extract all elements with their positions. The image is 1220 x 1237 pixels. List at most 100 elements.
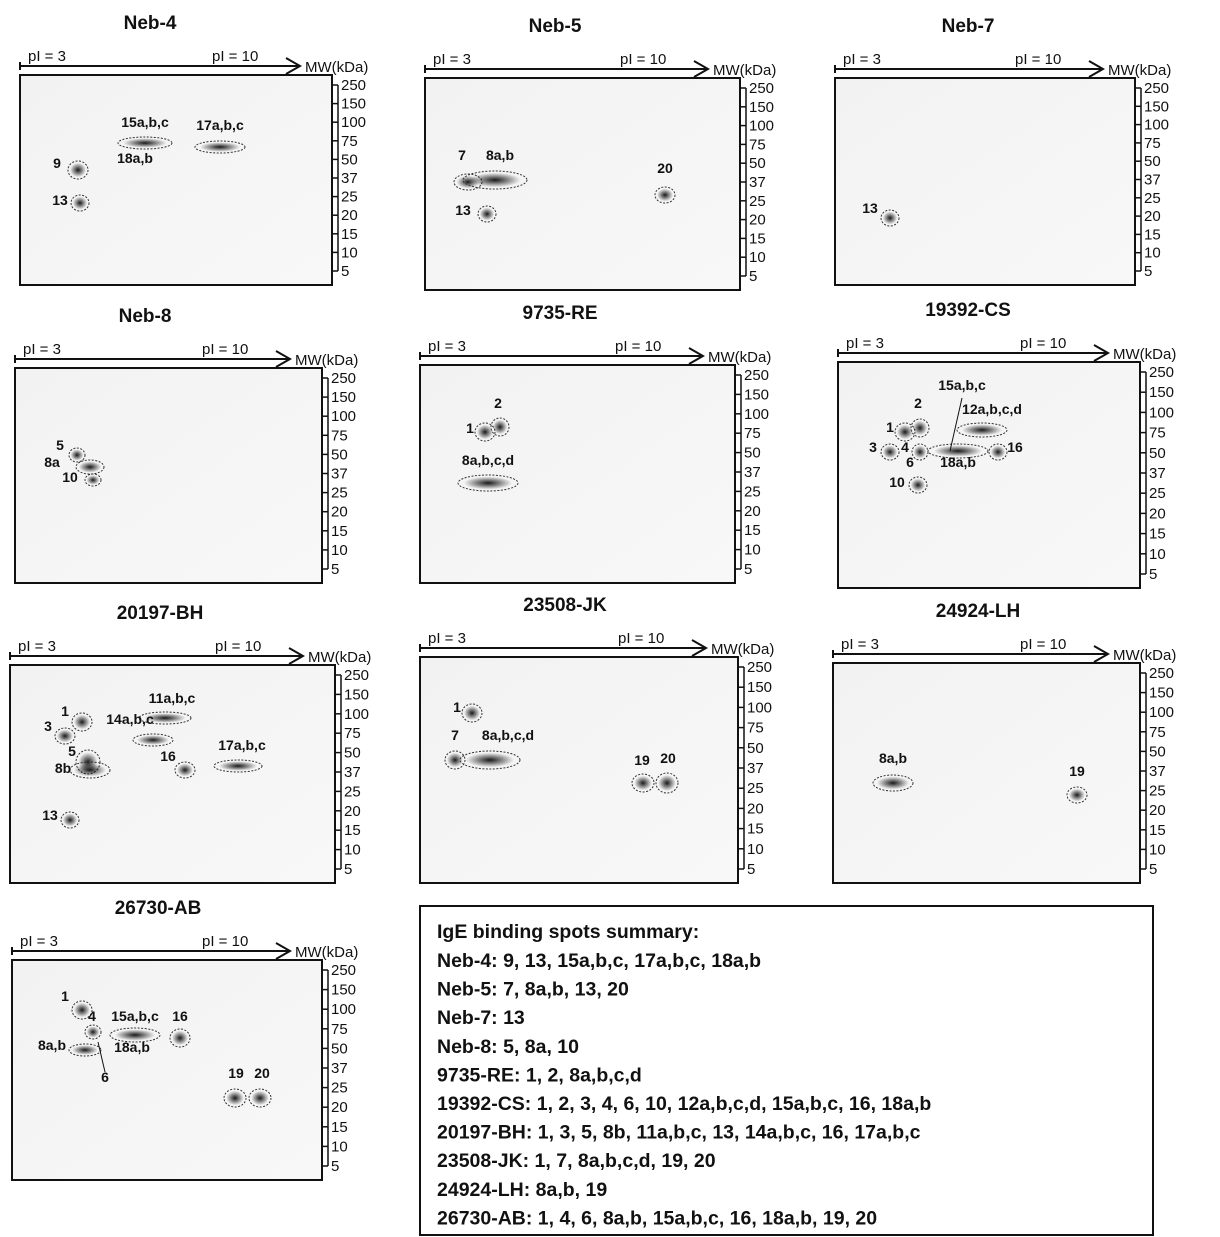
spot-blob (71, 449, 84, 460)
summary-line: Neb-7: 13 (437, 1007, 525, 1029)
spot-blob (883, 446, 897, 459)
spot-label: 19 (1069, 763, 1085, 779)
mw-tick-label: 150 (1149, 685, 1174, 702)
blot (420, 365, 735, 583)
mw-tick-label: 5 (1149, 566, 1157, 583)
summary-line: Neb-5: 7, 8a,b, 13, 20 (437, 979, 629, 1001)
blot (420, 657, 738, 883)
mw-label: MW(kDa) (295, 944, 358, 961)
mw-tick-label: 10 (1149, 841, 1166, 858)
mw-tick-label: 20 (749, 212, 766, 229)
mw-label: MW(kDa) (295, 352, 358, 369)
mw-tick-label: 10 (1144, 245, 1161, 262)
mw-tick-label: 15 (747, 821, 764, 838)
mw-tick-label: 20 (344, 803, 361, 820)
summary-line: 23508-JK: 1, 7, 8a,b,c,d, 19, 20 (437, 1150, 716, 1172)
mw-tick-label: 250 (331, 370, 356, 387)
mw-tick-label: 100 (1149, 404, 1174, 421)
mw-tick-label: 250 (344, 667, 369, 684)
spot-label: 13 (862, 200, 878, 216)
mw-tick-label: 37 (344, 764, 361, 781)
blot (838, 362, 1140, 588)
panel-title: 24924-LH (936, 601, 1021, 622)
mw-tick-label: 10 (744, 542, 761, 559)
spot-label: 5 (56, 437, 64, 453)
spot-label: 11a,b,c (149, 690, 196, 706)
spot-blob (991, 446, 1005, 459)
mw-tick-label: 150 (331, 389, 356, 406)
spot-label: 16 (1007, 439, 1023, 455)
mw-tick-label: 75 (331, 427, 348, 444)
spot-label: 8a,b (486, 147, 514, 163)
mw-tick-label: 250 (1144, 80, 1169, 97)
mw-tick-label: 5 (1149, 861, 1157, 878)
spot-label: 1 (886, 419, 894, 435)
mw-tick-label: 250 (1149, 665, 1174, 682)
panel-title: Neb-4 (124, 13, 177, 34)
mw-tick-label: 5 (1144, 263, 1152, 280)
spot-label: 2 (914, 395, 922, 411)
mw-tick-label: 100 (749, 118, 774, 135)
spot-label: 13 (42, 807, 58, 823)
mw-tick-label: 37 (331, 1060, 348, 1077)
mw-tick-label: 75 (1149, 724, 1166, 741)
mw-tick-label: 250 (341, 77, 366, 94)
summary-line: Neb-8: 5, 8a, 10 (437, 1036, 579, 1058)
mw-tick-label: 37 (1144, 172, 1161, 189)
mw-tick-label: 10 (344, 842, 361, 859)
pi-end: pI = 10 (202, 933, 248, 950)
mw-label: MW(kDa) (1113, 647, 1176, 664)
mw-tick-label: 250 (744, 367, 769, 384)
mw-tick-label: 15 (744, 522, 761, 539)
mw-tick-label: 37 (1149, 465, 1166, 482)
panel: Neb-4pI = 3pI = 10MW(kDa)250150100755037… (20, 13, 368, 285)
mw-tick-label: 50 (1149, 743, 1166, 760)
mw-tick-label: 20 (1149, 802, 1166, 819)
spot-blob (911, 479, 925, 492)
spot-label: 15a,b,c (111, 1008, 159, 1024)
blot (835, 78, 1135, 285)
spot-blob (200, 142, 240, 152)
panel-title: 9735-RE (523, 303, 598, 324)
panel-title: 23508-JK (523, 595, 607, 616)
spot-label: 7 (458, 147, 466, 163)
mw-tick-label: 15 (1149, 526, 1166, 543)
mw-tick-label: 5 (341, 263, 349, 280)
mw-tick-label: 75 (331, 1021, 348, 1038)
pi-start: pI = 3 (428, 630, 466, 647)
panel-title: Neb-7 (942, 16, 995, 37)
spot-blob (63, 814, 77, 827)
mw-tick-label: 75 (344, 725, 361, 742)
spot-blob (79, 461, 101, 472)
mw-tick-label: 15 (331, 523, 348, 540)
spot-label: 3 (869, 439, 877, 455)
mw-tick-label: 100 (744, 406, 769, 423)
spot-label: 13 (455, 202, 471, 218)
panel-title: 20197-BH (117, 603, 204, 624)
mw-tick-label: 150 (749, 99, 774, 116)
mw-tick-label: 37 (744, 464, 761, 481)
blot (833, 663, 1140, 883)
mw-tick-label: 37 (1149, 763, 1166, 780)
mw-tick-label: 100 (331, 408, 356, 425)
spot-label: 8a,b,c,d (462, 452, 514, 468)
panel: 23508-JKpI = 3pI = 10MW(kDa)250150100755… (420, 595, 774, 883)
mw-tick-label: 37 (747, 760, 764, 777)
spot-blob (72, 1045, 98, 1055)
mw-tick-label: 75 (749, 136, 766, 153)
spot-label: 16 (160, 748, 176, 764)
mw-tick-label: 15 (1149, 822, 1166, 839)
mw-tick-label: 5 (744, 561, 752, 578)
pi-end: pI = 10 (620, 51, 666, 68)
mw-tick-label: 100 (747, 699, 772, 716)
mw-label: MW(kDa) (308, 649, 371, 666)
spot-blob (73, 197, 87, 210)
summary-line: 20197-BH: 1, 3, 5, 8b, 11a,b,c, 13, 14a,… (437, 1122, 921, 1144)
spot-blob (1069, 789, 1085, 802)
spot-label: 8a (44, 454, 60, 470)
figure: IgE binding spots summary: Neb-4pI = 3pI… (0, 0, 1220, 1237)
pi-end: pI = 10 (1020, 335, 1066, 352)
spot-blob (172, 1031, 188, 1045)
mw-tick-label: 20 (331, 1099, 348, 1116)
